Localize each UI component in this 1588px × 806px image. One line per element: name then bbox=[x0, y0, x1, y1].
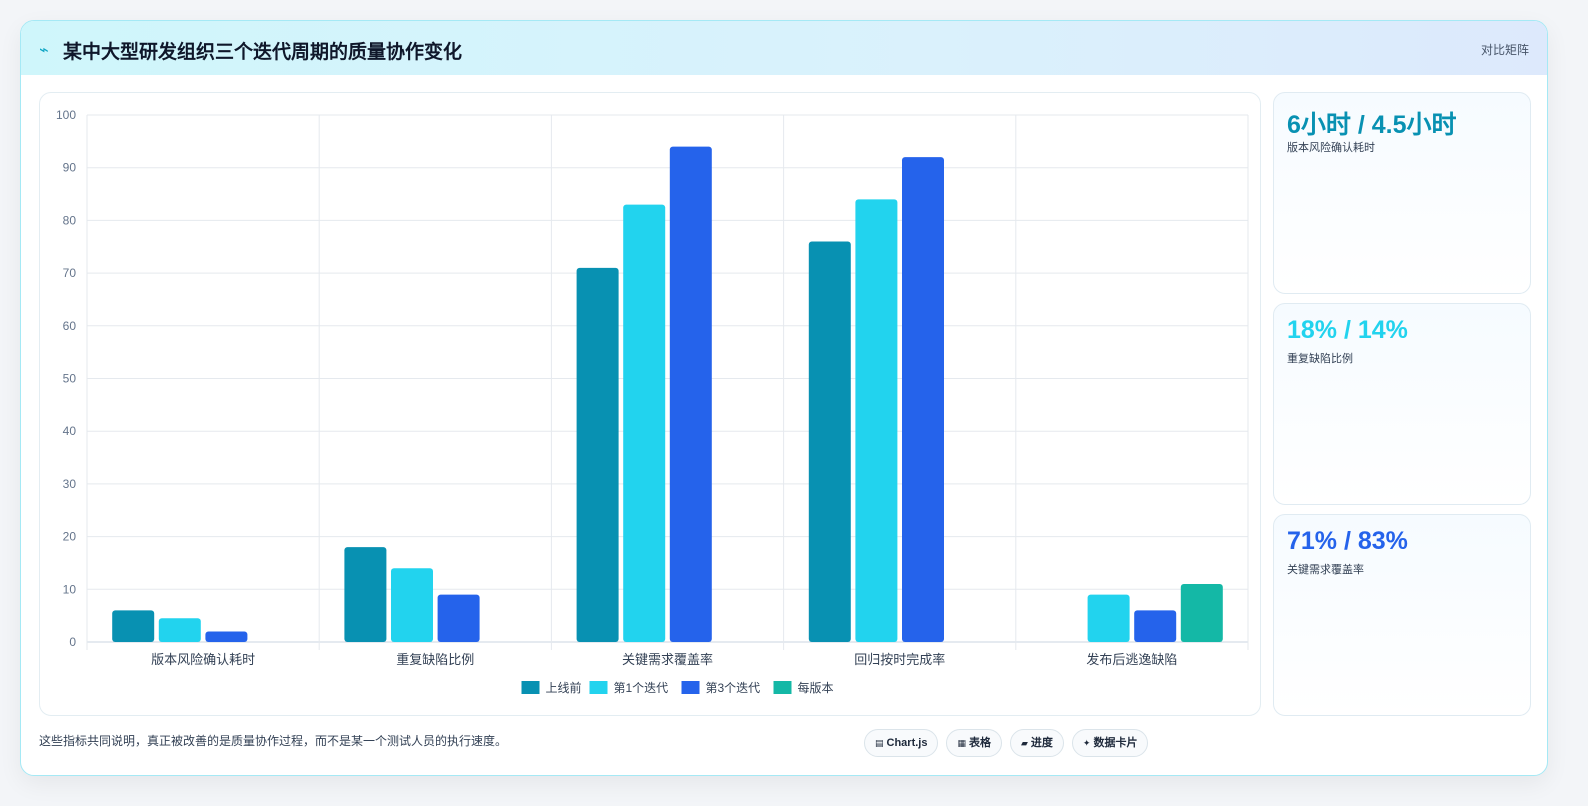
card-header: ⌁ 某中大型研发组织三个迭代周期的质量协作变化 对比矩阵 bbox=[21, 21, 1547, 75]
chip-label: 表格 bbox=[969, 737, 991, 749]
bar[interactable] bbox=[158, 618, 201, 642]
chip-label: 数据卡片 bbox=[1093, 737, 1138, 749]
stat-label: 版本风险确认耗时 bbox=[1287, 142, 1375, 154]
y-tick-label: 40 bbox=[63, 424, 77, 438]
table-icon: ▦ bbox=[957, 738, 966, 748]
bar[interactable] bbox=[855, 199, 898, 642]
stat-card-risk-time: 6小时 / 4.5小时 版本风险确认耗时 bbox=[1273, 92, 1531, 294]
chip-progress[interactable]: ▰ 进度 bbox=[1010, 729, 1064, 757]
page-title: 某中大型研发组织三个迭代周期的质量协作变化 bbox=[63, 42, 463, 63]
legend-swatch bbox=[773, 681, 792, 694]
chart-icon: ▤ bbox=[875, 738, 884, 748]
y-tick-label: 10 bbox=[63, 582, 77, 596]
stat-value: 18% / 14% bbox=[1287, 316, 1408, 344]
y-tick-label: 30 bbox=[63, 477, 77, 491]
stat-card-coverage: 71% / 83% 关键需求覆盖率 bbox=[1273, 514, 1531, 716]
x-tick-label: 重复缺陷比例 bbox=[396, 652, 474, 667]
footnote: 这些指标共同说明，真正被改善的是质量协作过程，而不是某一个测试人员的执行速度。 bbox=[39, 734, 508, 748]
y-tick-label: 100 bbox=[56, 108, 76, 122]
bar[interactable] bbox=[437, 594, 480, 642]
chip-label: 进度 bbox=[1030, 737, 1053, 749]
legend-label: 第1个迭代 bbox=[614, 681, 669, 695]
bar[interactable] bbox=[1087, 594, 1130, 642]
bar[interactable] bbox=[112, 610, 155, 642]
bar[interactable] bbox=[902, 157, 944, 642]
legend-label: 每版本 bbox=[798, 680, 834, 695]
comparison-matrix-label: 对比矩阵 bbox=[1480, 43, 1529, 57]
chip-chartjs[interactable]: ▤ Chart.js bbox=[864, 729, 939, 757]
chip-data-cards[interactable]: ✦ 数据卡片 bbox=[1071, 729, 1149, 757]
legend-label: 第3个迭代 bbox=[706, 681, 761, 695]
bar[interactable] bbox=[344, 547, 387, 642]
x-tick-label: 关键需求覆盖率 bbox=[622, 652, 713, 667]
y-tick-label: 20 bbox=[63, 530, 77, 544]
bar[interactable] bbox=[576, 267, 619, 642]
y-tick-label: 70 bbox=[63, 266, 77, 280]
x-tick-label: 发布后逃逸缺陷 bbox=[1086, 652, 1177, 667]
sparkle-icon: ✦ bbox=[1082, 738, 1091, 748]
y-tick-label: 60 bbox=[63, 319, 77, 333]
x-tick-label: 回归按时完成率 bbox=[854, 652, 945, 667]
chip-label: Chart.js bbox=[886, 737, 928, 749]
bolt-icon: ⌁ bbox=[39, 42, 49, 59]
stat-label: 重复缺陷比例 bbox=[1287, 353, 1353, 365]
bar[interactable] bbox=[1180, 584, 1223, 642]
bar[interactable] bbox=[1134, 610, 1177, 642]
stat-value: 6小时 / 4.5小时 bbox=[1287, 111, 1457, 139]
y-tick-label: 80 bbox=[63, 213, 77, 227]
legend-swatch bbox=[589, 681, 608, 694]
bar[interactable] bbox=[623, 204, 666, 642]
stat-label: 关键需求覆盖率 bbox=[1287, 564, 1364, 576]
stat-value: 71% / 83% bbox=[1287, 527, 1408, 555]
chip-table[interactable]: ▦ 表格 bbox=[946, 729, 1002, 757]
bar[interactable] bbox=[391, 568, 433, 642]
bar[interactable] bbox=[205, 631, 248, 642]
bar[interactable] bbox=[669, 146, 712, 642]
legend-swatch bbox=[521, 681, 540, 694]
legend-swatch bbox=[681, 681, 700, 694]
chart-panel: 版本风险确认耗时 重复缺陷比例 关键需求覆盖率 回归按时完成率 发布后逃逸缺陷 0 10 2… bbox=[39, 92, 1261, 716]
bar[interactable] bbox=[808, 241, 851, 643]
y-tick-label: 50 bbox=[63, 372, 77, 386]
y-tick-label: 90 bbox=[63, 161, 77, 175]
y-tick-label: 0 bbox=[69, 635, 76, 649]
stat-card-repeat-defect: 18% / 14% 重复缺陷比例 bbox=[1273, 303, 1531, 505]
tag-chips: ▤ Chart.js ▦ 表格 ▰ 进度 ✦ 数据卡片 bbox=[864, 729, 1149, 757]
x-tick-label: 版本风险确认耗时 bbox=[151, 652, 255, 667]
legend-label: 上线前 bbox=[546, 680, 582, 695]
main-card: ⌁ 某中大型研发组织三个迭代周期的质量协作变化 对比矩阵 版本风险确认耗时 重复缺… bbox=[20, 20, 1548, 776]
progress-icon: ▰ bbox=[1021, 738, 1028, 748]
bar-chart: 版本风险确认耗时 重复缺陷比例 关键需求覆盖率 回归按时完成率 发布后逃逸缺陷 0 10 2… bbox=[56, 108, 1249, 695]
